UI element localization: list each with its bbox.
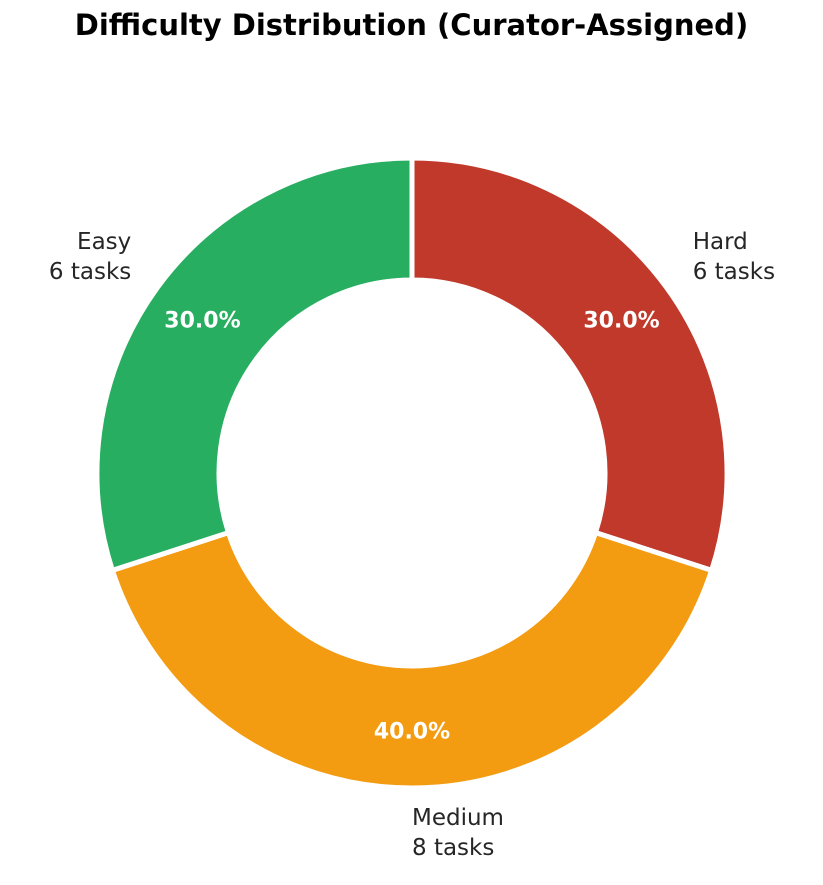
- percent-label-medium: 40.0%: [374, 720, 450, 745]
- slice-hard: [409, 155, 730, 574]
- slice-name-easy: Easy: [77, 229, 131, 255]
- percent-label-easy: 30.0%: [164, 308, 240, 333]
- slice-count-hard: 6 tasks: [693, 259, 775, 285]
- percent-label-hard: 30.0%: [583, 308, 659, 333]
- slice-name-hard: Hard: [693, 229, 748, 255]
- chart-title: Difficulty Distribution (Curator-Assigne…: [74, 8, 749, 42]
- outer-label-easy: Easy 6 tasks: [49, 229, 131, 285]
- slice-count-medium: 8 tasks: [412, 835, 494, 861]
- slice-count-easy: 6 tasks: [49, 259, 131, 285]
- slice-name-medium: Medium: [412, 805, 504, 831]
- slice-easy: [94, 155, 415, 574]
- slice-medium: [109, 529, 715, 791]
- outer-label-hard: Hard 6 tasks: [693, 229, 775, 285]
- outer-label-medium: Medium 8 tasks: [412, 805, 504, 861]
